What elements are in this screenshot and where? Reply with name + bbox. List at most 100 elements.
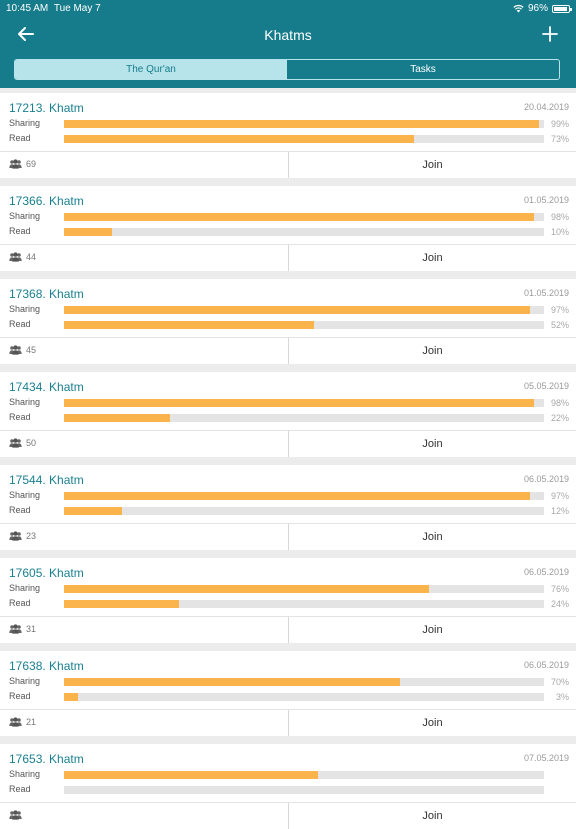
sharing-label: Sharing	[9, 676, 41, 686]
member-count: 50	[26, 438, 37, 448]
read-progress-fill	[64, 135, 415, 143]
sharing-progress-fill	[64, 492, 530, 500]
sharing-progress-bar	[64, 306, 544, 314]
sharing-progress-bar	[64, 399, 544, 407]
read-progress-fill	[64, 321, 314, 329]
join-button[interactable]: Join	[422, 438, 443, 450]
member-count: 21	[26, 717, 37, 727]
people-icon	[9, 717, 22, 727]
footer-divider	[288, 617, 289, 643]
khatm-date: 20.04.2019	[523, 102, 569, 112]
members: 69	[9, 159, 36, 169]
member-count: 45	[26, 345, 37, 355]
sharing-progress-bar	[64, 678, 544, 686]
khatm-card[interactable]: 17544. Khatm 06.05.2019 Sharing 97% Read 12% 2…	[0, 465, 576, 550]
sharing-percent: 76%	[550, 584, 569, 594]
read-label: Read	[9, 412, 31, 422]
read-progress-fill	[64, 600, 180, 608]
battery-icon	[552, 4, 572, 13]
card-footer: 45 Join	[0, 338, 576, 364]
people-icon	[9, 252, 22, 262]
sharing-label: Sharing	[9, 304, 41, 314]
status-time: 10:45 AM Tue May 7	[6, 3, 101, 14]
footer-divider	[288, 338, 289, 364]
sharing-progress-bar	[64, 213, 544, 221]
sharing-progress-fill	[64, 213, 535, 221]
add-icon[interactable]	[538, 22, 562, 46]
read-progress-fill	[64, 507, 122, 515]
khatm-card[interactable]: 17213. Khatm 20.04.2019 Sharing 99% Read 73% 6…	[0, 93, 576, 178]
join-button[interactable]: Join	[422, 345, 443, 357]
khatm-card[interactable]: 17366. Khatm 01.05.2019 Sharing 98% Read 10% 4…	[0, 186, 576, 271]
khatm-date: 01.05.2019	[523, 288, 569, 298]
members	[9, 810, 26, 820]
join-button[interactable]: Join	[422, 624, 443, 636]
footer-divider	[288, 524, 289, 550]
join-button[interactable]: Join	[422, 252, 443, 264]
sharing-progress-fill	[64, 678, 400, 686]
sharing-progress-bar	[64, 771, 544, 779]
card-footer: 21 Join	[0, 710, 576, 736]
khatm-date: 05.05.2019	[523, 381, 569, 391]
wifi-icon	[513, 4, 524, 13]
footer-divider	[288, 710, 289, 736]
read-progress-bar	[64, 321, 544, 329]
join-button[interactable]: Join	[422, 159, 443, 171]
member-count: 44	[26, 252, 37, 262]
card-footer: 50 Join	[0, 431, 576, 457]
sharing-label: Sharing	[9, 211, 41, 221]
sharing-progress-fill	[64, 399, 535, 407]
khatm-title: 17213. Khatm	[9, 101, 84, 115]
sharing-progress-bar	[64, 120, 544, 128]
card-footer: 31 Join	[0, 617, 576, 643]
card-footer: Join	[0, 803, 576, 829]
page-title: Khatms	[264, 27, 312, 43]
status-bar: 10:45 AM Tue May 7 96%	[0, 0, 576, 18]
read-percent: 52%	[550, 320, 569, 330]
battery-percent: 96%	[527, 3, 548, 14]
khatm-card[interactable]: 17653. Khatm 07.05.2019 Sharing Read Join	[0, 744, 576, 829]
read-progress-bar	[64, 135, 544, 143]
members: 21	[9, 717, 36, 727]
read-label: Read	[9, 598, 31, 608]
khatm-card[interactable]: 17434. Khatm 05.05.2019 Sharing 98% Read 22% 5…	[0, 372, 576, 457]
read-label: Read	[9, 226, 31, 236]
read-percent: 12%	[550, 506, 569, 516]
status-clock: 10:45 AM	[6, 3, 49, 14]
member-count: 69	[26, 159, 37, 169]
people-icon	[9, 438, 22, 448]
read-label: Read	[9, 505, 31, 515]
read-progress-fill	[64, 228, 112, 236]
khatm-title: 17605. Khatm	[9, 566, 84, 580]
join-button[interactable]: Join	[422, 810, 443, 822]
people-icon	[9, 810, 22, 820]
sharing-progress-fill	[64, 120, 540, 128]
read-label: Read	[9, 319, 31, 329]
card-footer: 69 Join	[0, 152, 576, 178]
card-divider	[0, 616, 576, 617]
khatm-date: 06.05.2019	[523, 567, 569, 577]
status-indicators: 96%	[513, 3, 572, 14]
sharing-percent: 99%	[550, 119, 569, 129]
khatm-card[interactable]: 17605. Khatm 06.05.2019 Sharing 76% Read 24% 3…	[0, 558, 576, 643]
sharing-label: Sharing	[9, 769, 41, 779]
khatm-card[interactable]: 17638. Khatm 06.05.2019 Sharing 70% Read 3% 21…	[0, 651, 576, 736]
card-footer: 23 Join	[0, 524, 576, 550]
khatm-date: 01.05.2019	[523, 195, 569, 205]
back-arrow-icon[interactable]	[14, 22, 38, 46]
join-button[interactable]: Join	[422, 717, 443, 729]
read-percent: 10%	[550, 227, 569, 237]
sharing-percent: 70%	[550, 677, 569, 687]
footer-divider	[288, 245, 289, 271]
tab-tasks[interactable]: Tasks	[410, 64, 436, 75]
join-button[interactable]: Join	[422, 531, 443, 543]
read-percent: 24%	[550, 599, 569, 609]
tab-the-quran[interactable]: The Qur'an	[15, 60, 287, 79]
khatm-card[interactable]: 17368. Khatm 01.05.2019 Sharing 97% Read 52% 4…	[0, 279, 576, 364]
card-divider	[0, 337, 576, 338]
members: 23	[9, 531, 36, 541]
read-label: Read	[9, 691, 31, 701]
read-label: Read	[9, 133, 31, 143]
sharing-progress-fill	[64, 771, 319, 779]
sharing-progress-bar	[64, 492, 544, 500]
